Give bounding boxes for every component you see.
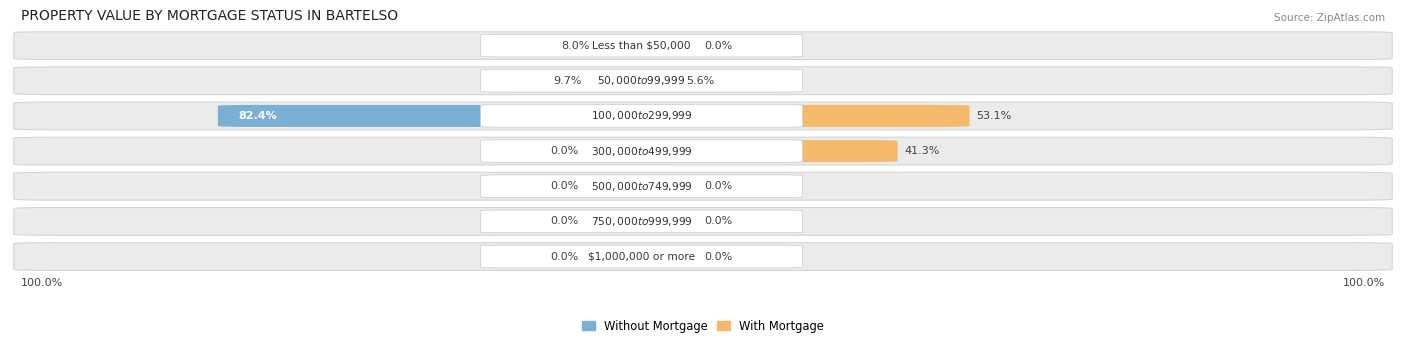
FancyBboxPatch shape: [481, 140, 803, 163]
Text: 0.0%: 0.0%: [551, 216, 579, 226]
FancyBboxPatch shape: [14, 32, 1392, 60]
Text: $300,000 to $499,999: $300,000 to $499,999: [591, 144, 693, 157]
Text: PROPERTY VALUE BY MORTGAGE STATUS IN BARTELSO: PROPERTY VALUE BY MORTGAGE STATUS IN BAR…: [21, 9, 398, 23]
Text: 0.0%: 0.0%: [704, 252, 733, 261]
FancyBboxPatch shape: [481, 210, 803, 233]
Text: Source: ZipAtlas.com: Source: ZipAtlas.com: [1274, 13, 1385, 23]
FancyBboxPatch shape: [637, 70, 681, 92]
Text: 41.3%: 41.3%: [904, 146, 939, 156]
FancyBboxPatch shape: [14, 137, 1392, 165]
FancyBboxPatch shape: [14, 172, 1392, 200]
Text: 0.0%: 0.0%: [704, 181, 733, 191]
Text: $500,000 to $749,999: $500,000 to $749,999: [591, 180, 693, 193]
Text: $750,000 to $999,999: $750,000 to $999,999: [591, 215, 693, 228]
FancyBboxPatch shape: [481, 34, 803, 57]
FancyBboxPatch shape: [14, 102, 1392, 130]
FancyBboxPatch shape: [586, 245, 645, 268]
Text: $100,000 to $299,999: $100,000 to $299,999: [591, 109, 692, 122]
FancyBboxPatch shape: [14, 243, 1392, 270]
FancyBboxPatch shape: [14, 207, 1392, 235]
FancyBboxPatch shape: [588, 70, 645, 92]
FancyBboxPatch shape: [481, 175, 803, 198]
Text: $50,000 to $99,999: $50,000 to $99,999: [598, 74, 686, 87]
Text: Less than $50,000: Less than $50,000: [592, 40, 690, 51]
Legend: Without Mortgage, With Mortgage: Without Mortgage, With Mortgage: [578, 315, 828, 337]
Text: 53.1%: 53.1%: [976, 111, 1012, 121]
Text: 100.0%: 100.0%: [1343, 278, 1385, 288]
FancyBboxPatch shape: [637, 210, 697, 232]
FancyBboxPatch shape: [637, 105, 970, 127]
Text: 8.0%: 8.0%: [561, 40, 591, 51]
FancyBboxPatch shape: [481, 105, 803, 127]
Text: 0.0%: 0.0%: [551, 252, 579, 261]
FancyBboxPatch shape: [637, 140, 897, 162]
Text: 5.6%: 5.6%: [686, 76, 714, 86]
FancyBboxPatch shape: [637, 175, 697, 197]
Text: 9.7%: 9.7%: [553, 76, 581, 86]
FancyBboxPatch shape: [14, 67, 1392, 95]
Text: $1,000,000 or more: $1,000,000 or more: [588, 252, 695, 261]
FancyBboxPatch shape: [586, 140, 645, 162]
FancyBboxPatch shape: [586, 210, 645, 232]
FancyBboxPatch shape: [637, 245, 697, 268]
FancyBboxPatch shape: [596, 35, 645, 57]
FancyBboxPatch shape: [218, 105, 645, 127]
Text: 100.0%: 100.0%: [21, 278, 63, 288]
FancyBboxPatch shape: [481, 245, 803, 268]
FancyBboxPatch shape: [637, 35, 697, 57]
FancyBboxPatch shape: [586, 175, 645, 197]
Text: 0.0%: 0.0%: [704, 40, 733, 51]
Text: 82.4%: 82.4%: [239, 111, 277, 121]
FancyBboxPatch shape: [481, 69, 803, 92]
Text: 0.0%: 0.0%: [551, 181, 579, 191]
Text: 0.0%: 0.0%: [704, 216, 733, 226]
Text: 0.0%: 0.0%: [551, 146, 579, 156]
